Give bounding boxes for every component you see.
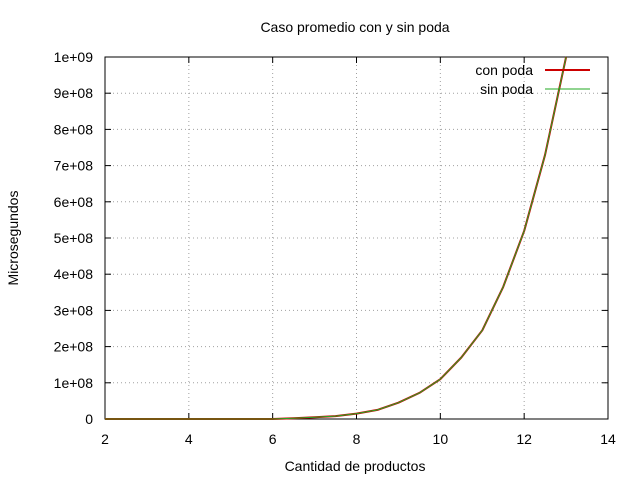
y-tick-label: 8e+08 (54, 121, 94, 137)
series-line-sin-poda (105, 56, 567, 420)
x-tick-label: 2 (101, 431, 109, 447)
x-axis-label: Cantidad de productos (285, 458, 426, 474)
legend-label: con poda (475, 62, 533, 78)
x-tick-label: 12 (516, 431, 532, 447)
x-tick-label: 8 (353, 431, 361, 447)
y-tick-label: 3e+08 (54, 302, 94, 318)
y-tick-label: 6e+08 (54, 194, 94, 210)
y-tick-label: 2e+08 (54, 339, 94, 355)
series-line-con-poda (105, 56, 568, 420)
legend-label: sin poda (480, 81, 533, 97)
y-tick-label: 5e+08 (54, 230, 94, 246)
y-tick-label: 0 (85, 411, 93, 427)
legend: con poda sin poda (475, 62, 590, 97)
series-lines (105, 56, 568, 420)
x-tick-label: 10 (433, 431, 449, 447)
x-tick-label: 6 (269, 431, 277, 447)
axis-ticks: 2 4 6 8 10 12 14 0 1e+08 2e+08 3e+08 4e+08 5e+08 6e+0… (54, 49, 616, 447)
chart-title: Caso promedio con y sin poda (260, 19, 449, 35)
y-tick-label: 9e+08 (54, 85, 94, 101)
x-tick-label: 4 (185, 431, 193, 447)
y-tick-label: 1e+08 (54, 375, 94, 391)
y-tick-label: 1e+09 (54, 49, 94, 65)
y-axis-label: Microsegundos (5, 191, 21, 286)
grid (105, 57, 608, 419)
y-tick-label: 4e+08 (54, 266, 94, 282)
x-tick-label: 14 (600, 431, 616, 447)
y-tick-label: 7e+08 (54, 158, 94, 174)
